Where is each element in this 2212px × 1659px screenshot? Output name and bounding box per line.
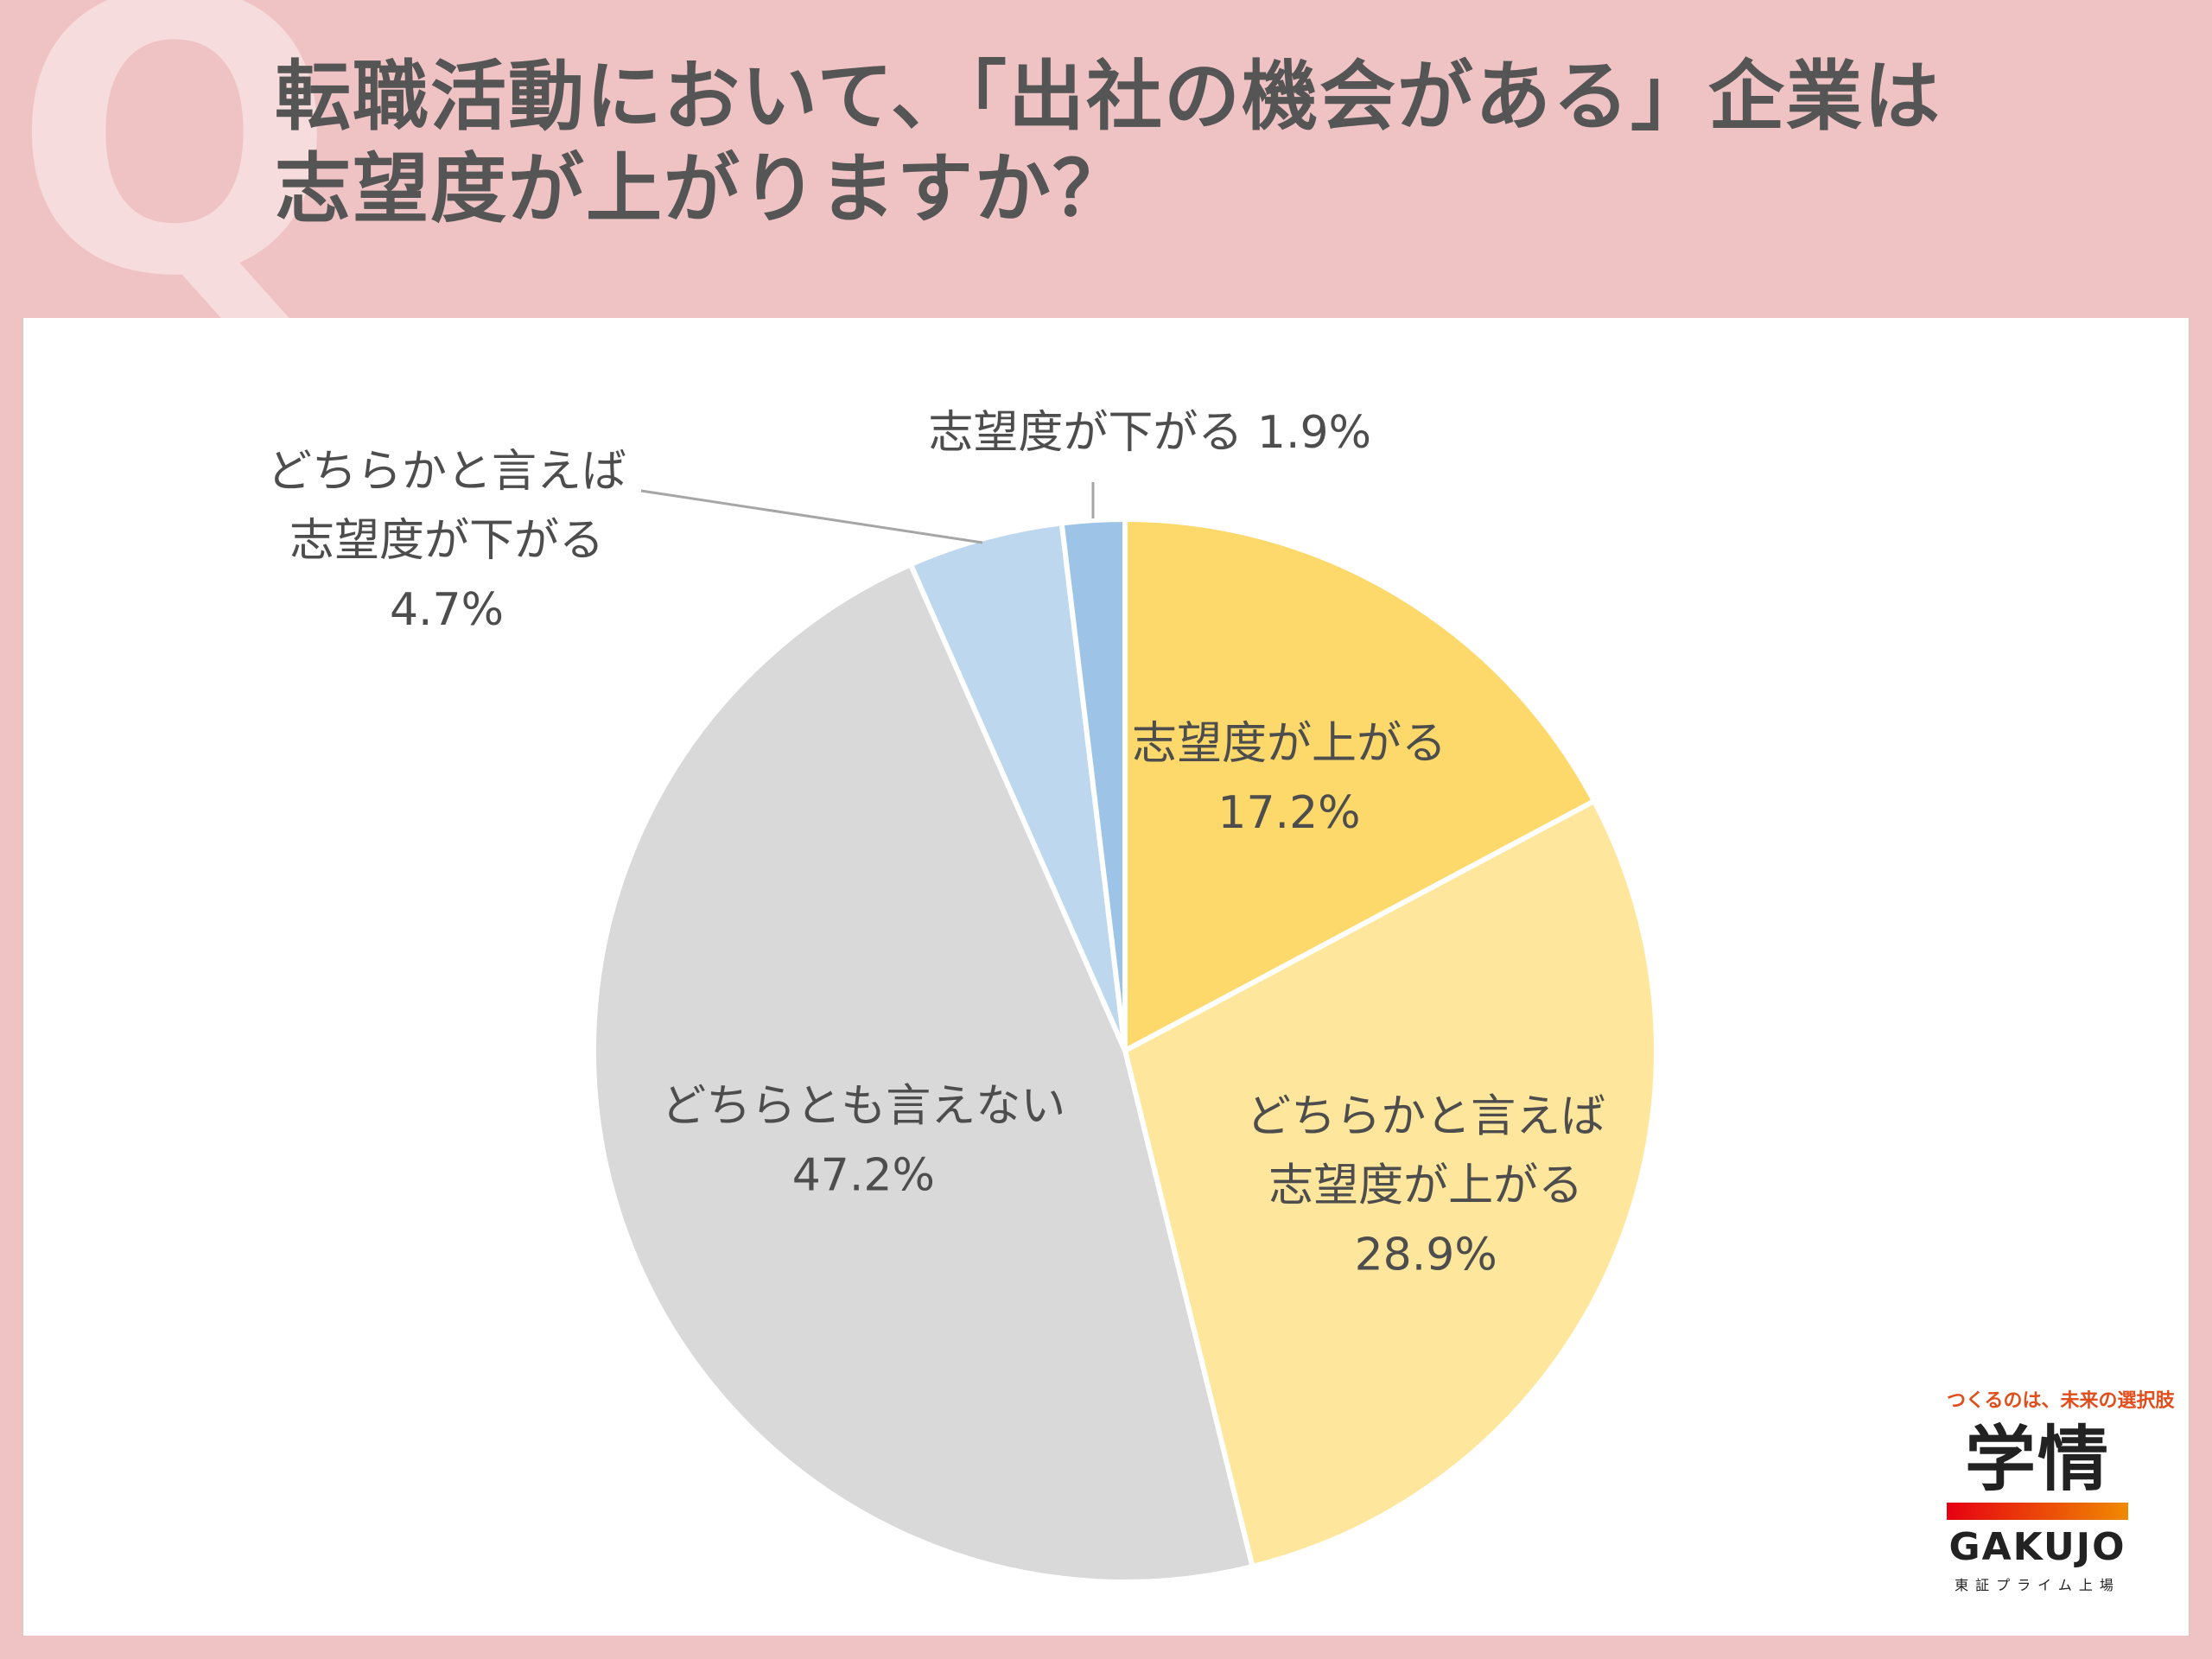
pie-slice <box>1058 517 1128 1053</box>
slice-label: 志望度が下がる 1.9% <box>928 407 1371 459</box>
chart-panel: 志望度が上がる 17.2% どちらかと言えば志望度が上がる 28.9% どちらとも言えな… <box>23 318 2189 1636</box>
title-line-2: 志望度が上がりますか？ <box>275 144 1131 234</box>
slice-label: どちらとも言えない 47.2% <box>661 1080 1065 1201</box>
slice-label-line: 志望度が下がる 1.9% <box>928 407 1371 459</box>
slice-label: 志望度が上がる 17.2% <box>1132 718 1446 839</box>
leader-line <box>640 489 983 544</box>
pie-labels: 志望度が上がる 17.2%どちらかと言えば志望度が上がる 28.9%どちらとも言えな… <box>267 407 1605 1281</box>
brand-tagline: つくるのは、未来の選択肢 <box>1947 1390 2175 1412</box>
pie-chart: 志望度が上がる 17.2%どちらかと言えば志望度が上がる 28.9%どちらとも言えな… <box>267 407 1659 1585</box>
pie-slice <box>907 520 1128 1053</box>
page-title: 転職活動において、「出社の機会がある」企業は 志望度が上がりますか？ <box>275 50 1942 236</box>
slice-label-line: 47.2% <box>792 1149 935 1201</box>
brand-logo-en: GAKUJO <box>1948 1525 2126 1569</box>
brand-logo-bar <box>1947 1503 2128 1520</box>
title-line-1: 転職活動において、「出社の機会がある」企業は <box>275 52 1942 141</box>
slice-label: どちらかと言えば志望度が上がる 28.9% <box>1246 1091 1605 1281</box>
slice-label-line: 志望度が下がる <box>289 515 604 567</box>
pie-slice <box>591 562 1255 1585</box>
pie-slice <box>1122 798 1659 1570</box>
q-mark: Q <box>13 0 337 359</box>
slice-label-line: どちらとも言えない <box>661 1080 1065 1132</box>
slice-label-line: 志望度が上がる <box>1268 1160 1583 1212</box>
brand-listing: 東証プライム上場 <box>1955 1577 2120 1593</box>
slice-label-line: 28.9% <box>1355 1230 1497 1281</box>
slice-label-line: 4.7% <box>390 584 504 636</box>
slice-label-line: 志望度が上がる <box>1132 718 1446 770</box>
slice-label-line: どちらかと言えば <box>267 446 626 498</box>
slice-label-line: どちらかと言えば <box>1246 1091 1605 1143</box>
slice-label-line: 17.2% <box>1217 787 1360 839</box>
slice-label: どちらかと言えば志望度が下がる 4.7% <box>267 446 626 636</box>
pie-slices <box>591 517 1659 1585</box>
brand-logo-kanji: 学情 <box>1964 1419 2110 1501</box>
pie-slice <box>1122 517 1597 1053</box>
gakujo-logo: つくるのは、未来の選択肢 学情 GAKUJO 東証プライム上場 <box>1947 1385 2175 1594</box>
